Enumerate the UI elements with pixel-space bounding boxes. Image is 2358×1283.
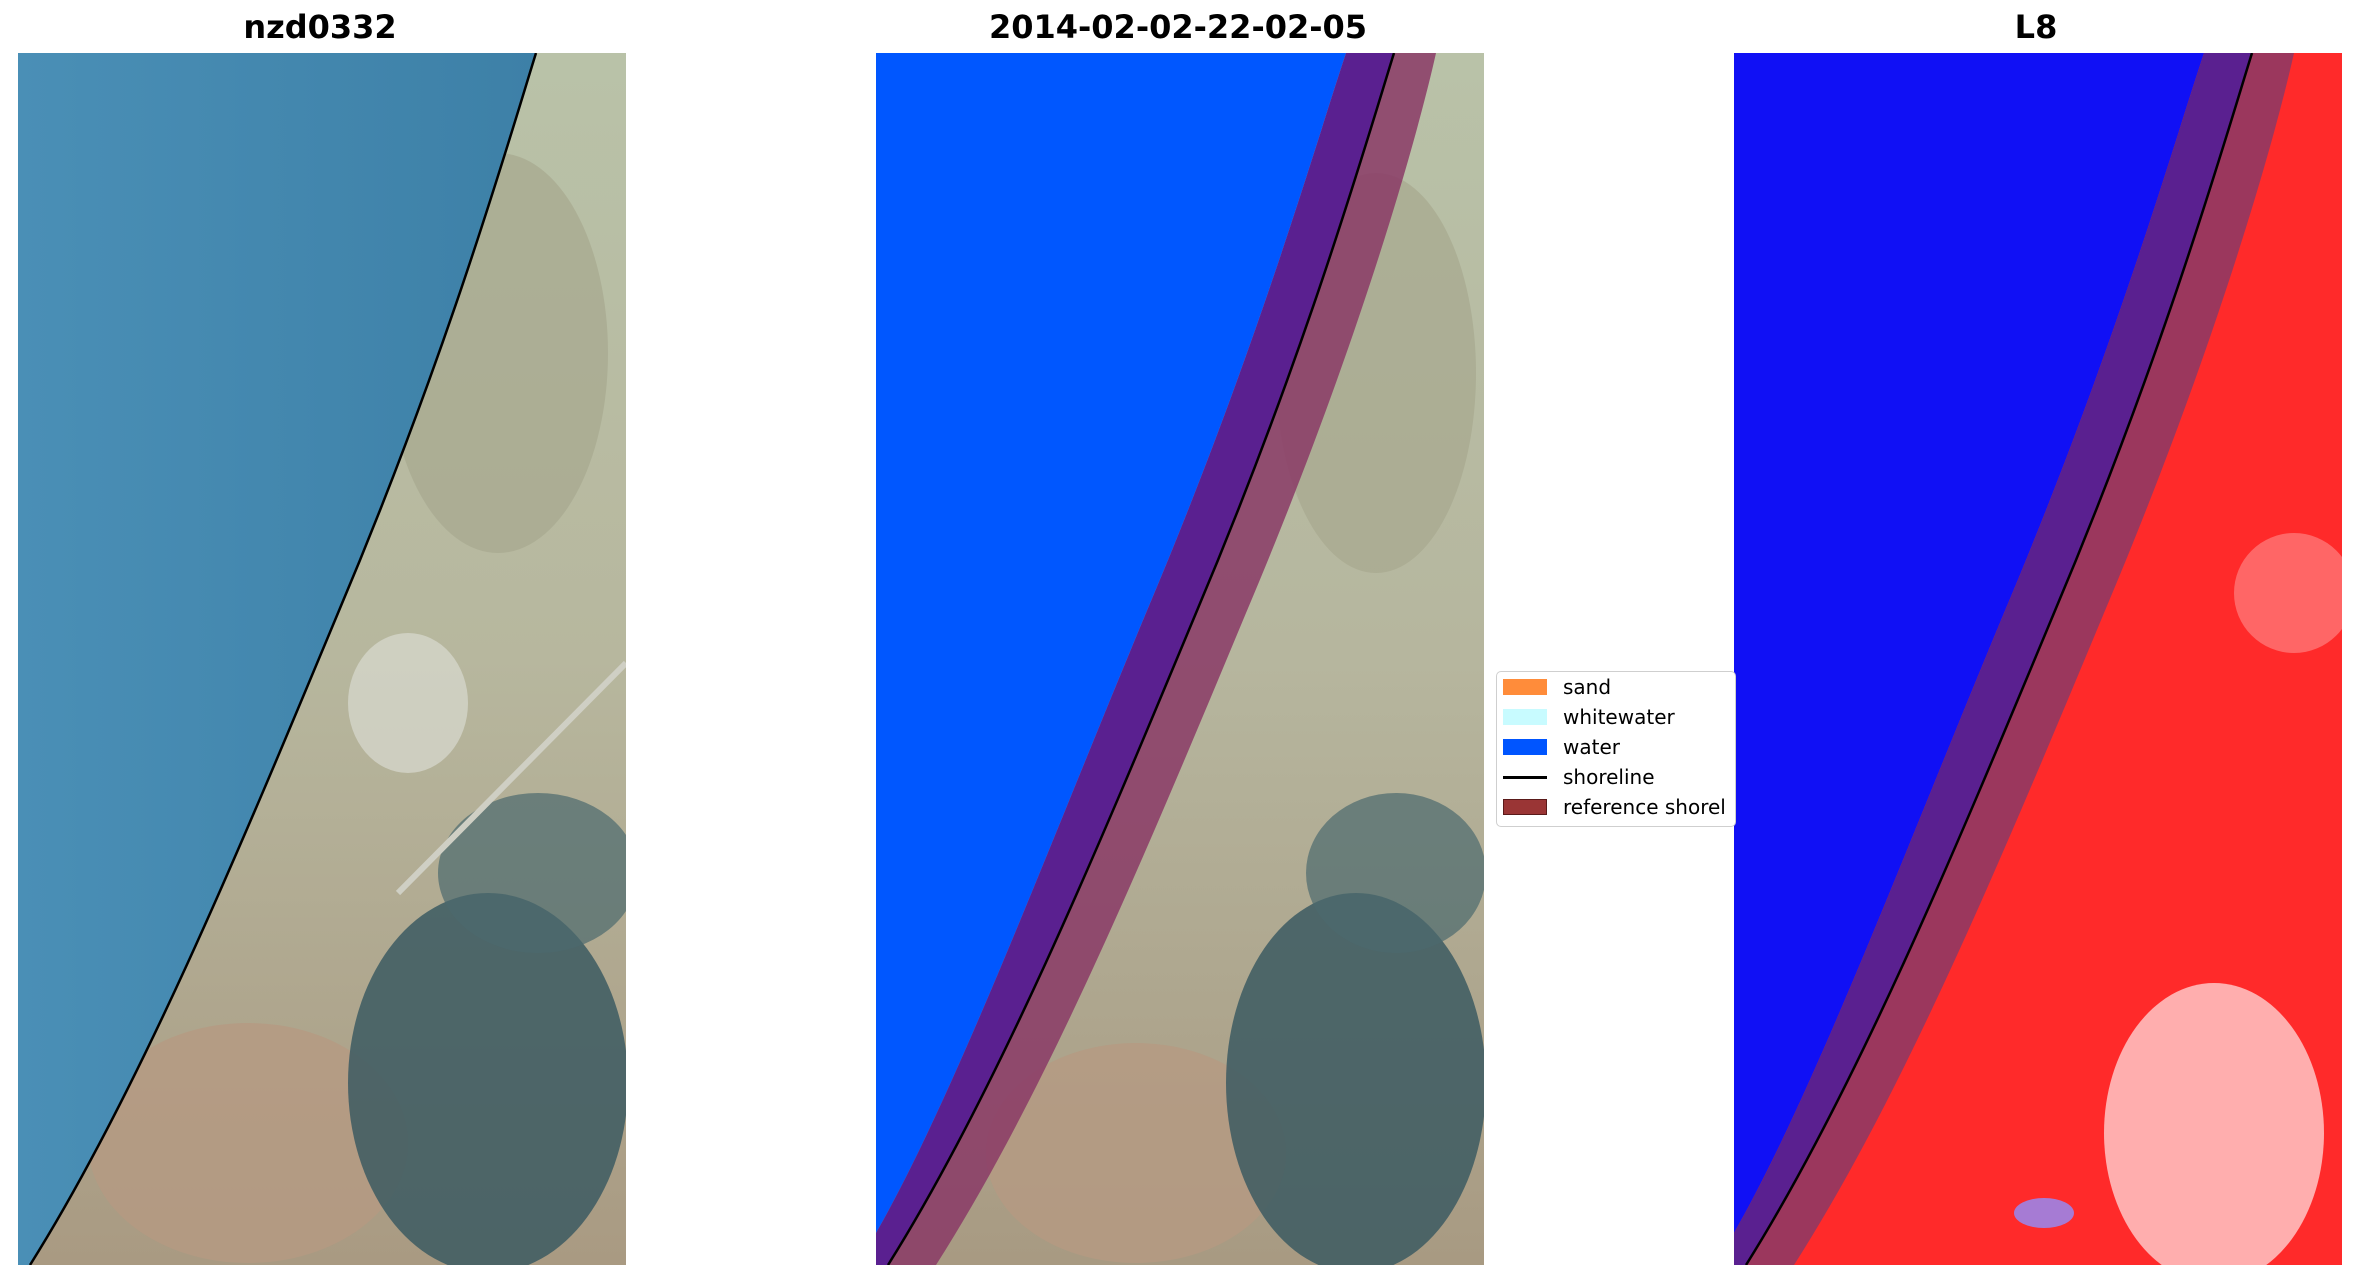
panel-title-classification: 2014-02-02-22-02-05 bbox=[988, 8, 1368, 46]
legend-label: shoreline bbox=[1563, 765, 1655, 789]
legend-swatch-sand bbox=[1503, 679, 1547, 695]
legend-label: reference shorel bbox=[1563, 795, 1726, 819]
legend-swatch-water bbox=[1503, 739, 1547, 755]
legend-line-shoreline bbox=[1503, 775, 1547, 779]
legend-item-reference-shoreline: reference shorel bbox=[1503, 792, 1726, 822]
legend-label: whitewater bbox=[1563, 705, 1675, 729]
legend-item-whitewater: whitewater bbox=[1503, 702, 1675, 732]
legend-label: sand bbox=[1563, 675, 1612, 699]
legend-swatch-whitewater bbox=[1503, 709, 1547, 725]
legend-swatch-reference bbox=[1503, 799, 1547, 815]
panel-title-index: L8 bbox=[2014, 8, 2058, 46]
legend: sand whitewater water shoreline referenc… bbox=[1496, 671, 1736, 827]
legend-label: water bbox=[1563, 735, 1620, 759]
rgb-satellite-image bbox=[18, 53, 626, 1265]
legend-item-water: water bbox=[1503, 732, 1620, 762]
panel-title-rgb: nzd0332 bbox=[243, 8, 397, 46]
index-image bbox=[1734, 53, 2342, 1265]
legend-item-shoreline: shoreline bbox=[1503, 762, 1655, 792]
classification-image bbox=[876, 53, 1484, 1265]
legend-item-sand: sand bbox=[1503, 672, 1611, 702]
